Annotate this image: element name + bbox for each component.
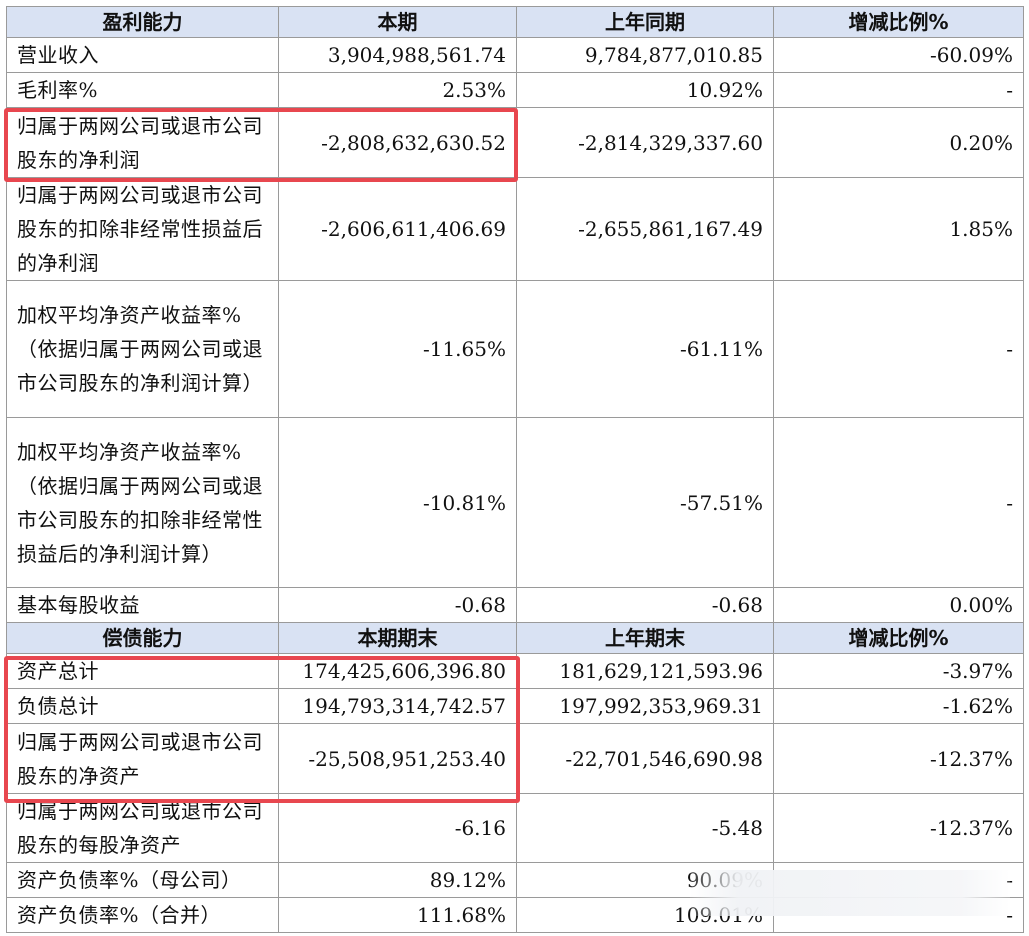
current-value: -2,606,611,406.69 (278, 177, 517, 281)
row-label: 归属于两网公司或退市公司股东的净利润 (6, 107, 279, 178)
prior-value: 90.09% (516, 862, 774, 898)
current-value: -25,508,951,253.40 (278, 723, 517, 794)
prior-value: -61.11% (516, 280, 774, 418)
change-value: - (773, 417, 1024, 588)
prior-value: -22,701,546,690.98 (516, 723, 774, 794)
header-change-pct: 增减比例% (773, 6, 1024, 38)
prior-value: 10.92% (516, 72, 774, 108)
row-label: 归属于两网公司或退市公司股东的净资产 (6, 723, 279, 794)
table-row: 负债总计 194,793,314,742.57 197,992,353,969.… (6, 688, 1024, 724)
row-label: 资产负债率%（母公司） (6, 862, 279, 898)
prior-value: 197,992,353,969.31 (516, 688, 774, 724)
table-row: 基本每股收益 -0.68 -0.68 0.00% (6, 587, 1024, 623)
current-value: 111.68% (278, 897, 517, 933)
row-label: 基本每股收益 (6, 587, 279, 623)
current-value: 89.12% (278, 862, 517, 898)
current-value: 3,904,988,561.74 (278, 37, 517, 73)
table-row: 毛利率% 2.53% 10.92% - (6, 72, 1024, 108)
table-row: 归属于两网公司或退市公司股东的扣除非经常性损益后的净利润 -2,606,611,… (6, 177, 1024, 281)
change-value: -60.09% (773, 37, 1024, 73)
row-label: 负债总计 (6, 688, 279, 724)
change-value: - (773, 72, 1024, 108)
table-row: 加权平均净资产收益率%（依据归属于两网公司或退市公司股东的扣除非经常性损益后的净… (6, 417, 1024, 588)
current-value: -10.81% (278, 417, 517, 588)
solvency-header-row: 偿债能力 本期期末 上年期末 增减比例% (6, 622, 1024, 654)
table-row: 归属于两网公司或退市公司股东的净资产 -25,508,951,253.40 -2… (6, 723, 1024, 794)
prior-value: 181,629,121,593.96 (516, 653, 774, 689)
row-label: 归属于两网公司或退市公司股东的扣除非经常性损益后的净利润 (6, 177, 279, 281)
prior-value: -2,814,329,337.60 (516, 107, 774, 178)
table-row: 资产负债率%（合并） 111.68% 109.01% - (6, 897, 1024, 933)
prior-value: -0.68 (516, 587, 774, 623)
header-profitability: 盈利能力 (6, 6, 279, 38)
change-value: - (773, 897, 1024, 933)
change-value: 1.85% (773, 177, 1024, 281)
change-value: -12.37% (773, 793, 1024, 863)
change-value: -12.37% (773, 723, 1024, 794)
row-label: 资产总计 (6, 653, 279, 689)
table-row: 资产负债率%（母公司） 89.12% 90.09% - (6, 862, 1024, 898)
change-value: 0.20% (773, 107, 1024, 178)
financial-indicators-table: 盈利能力 本期 上年同期 增减比例% 营业收入 3,904,988,561.74… (6, 6, 1024, 933)
table-row: 营业收入 3,904,988,561.74 9,784,877,010.85 -… (6, 37, 1024, 73)
profitability-header-row: 盈利能力 本期 上年同期 增减比例% (6, 6, 1024, 38)
change-value: - (773, 280, 1024, 418)
row-label: 营业收入 (6, 37, 279, 73)
table-row: 归属于两网公司或退市公司股东的每股净资产 -6.16 -5.48 -12.37% (6, 793, 1024, 863)
prior-value: -2,655,861,167.49 (516, 177, 774, 281)
financial-indicators-table-container: 盈利能力 本期 上年同期 增减比例% 营业收入 3,904,988,561.74… (6, 6, 1024, 933)
row-label: 归属于两网公司或退市公司股东的每股净资产 (6, 793, 279, 863)
header-change-pct: 增减比例% (773, 622, 1024, 654)
header-prior-period-end: 上年期末 (516, 622, 774, 654)
header-prior-period: 上年同期 (516, 6, 774, 38)
row-label: 资产负债率%（合并） (6, 897, 279, 933)
current-value: -6.16 (278, 793, 517, 863)
current-value: 174,425,606,396.80 (278, 653, 517, 689)
prior-value: -57.51% (516, 417, 774, 588)
table-row: 资产总计 174,425,606,396.80 181,629,121,593.… (6, 653, 1024, 689)
header-solvency: 偿债能力 (6, 622, 279, 654)
row-label: 加权平均净资产收益率%（依据归属于两网公司或退市公司股东的扣除非经常性损益后的净… (6, 417, 279, 588)
table-row: 加权平均净资产收益率%（依据归属于两网公司或退市公司股东的净利润计算） -11.… (6, 280, 1024, 418)
change-value: -3.97% (773, 653, 1024, 689)
current-value: 2.53% (278, 72, 517, 108)
prior-value: -5.48 (516, 793, 774, 863)
header-current-period-end: 本期期末 (278, 622, 517, 654)
change-value: 0.00% (773, 587, 1024, 623)
table-row: 归属于两网公司或退市公司股东的净利润 -2,808,632,630.52 -2,… (6, 107, 1024, 178)
prior-value: 9,784,877,010.85 (516, 37, 774, 73)
row-label: 毛利率% (6, 72, 279, 108)
change-value: -1.62% (773, 688, 1024, 724)
current-value: -2,808,632,630.52 (278, 107, 517, 178)
row-label: 加权平均净资产收益率%（依据归属于两网公司或退市公司股东的净利润计算） (6, 280, 279, 418)
current-value: 194,793,314,742.57 (278, 688, 517, 724)
change-value: - (773, 862, 1024, 898)
current-value: -11.65% (278, 280, 517, 418)
prior-value: 109.01% (516, 897, 774, 933)
header-current-period: 本期 (278, 6, 517, 38)
current-value: -0.68 (278, 587, 517, 623)
